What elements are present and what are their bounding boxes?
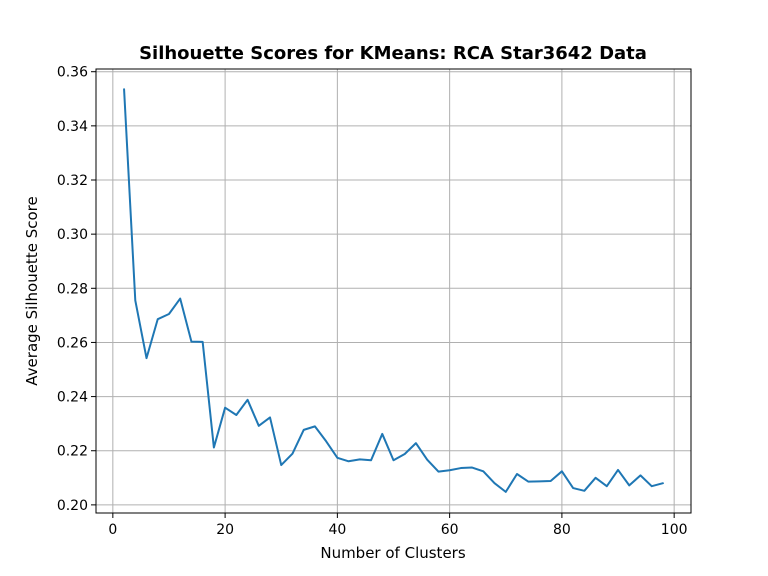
y-tick-label: 0.22 bbox=[57, 444, 88, 460]
grid-layer bbox=[96, 69, 691, 513]
y-tick-label: 0.24 bbox=[57, 390, 88, 406]
y-tick-label: 0.36 bbox=[57, 65, 88, 81]
x-tick-label: 100 bbox=[661, 522, 688, 538]
x-tick-label: 60 bbox=[441, 522, 459, 538]
series-line bbox=[123, 88, 664, 493]
y-tick-label: 0.28 bbox=[57, 281, 88, 297]
y-tick-label: 0.34 bbox=[57, 119, 88, 135]
x-tick-label: 20 bbox=[216, 522, 234, 538]
plot-frame bbox=[95, 68, 692, 514]
y-tick-label: 0.20 bbox=[57, 498, 88, 514]
x-tick-label: 80 bbox=[553, 522, 571, 538]
x-tick-label: 40 bbox=[328, 522, 346, 538]
y-tick-label: 0.30 bbox=[57, 227, 88, 243]
y-tick-label: 0.26 bbox=[57, 335, 88, 351]
tick-layer: 0 20 40 60 80 100 0.20 0.22 0.24 0.26 0.28 0.30 0.32… bbox=[57, 65, 688, 538]
y-tick-label: 0.32 bbox=[57, 173, 88, 189]
x-axis-label: Number of Clusters bbox=[320, 544, 465, 562]
y-axis-label: Average Silhouette Score bbox=[23, 196, 41, 385]
chart-title: Silhouette Scores for KMeans: RCA Star36… bbox=[139, 43, 647, 64]
series-layer bbox=[123, 88, 664, 493]
x-tick-label: 0 bbox=[108, 522, 117, 538]
